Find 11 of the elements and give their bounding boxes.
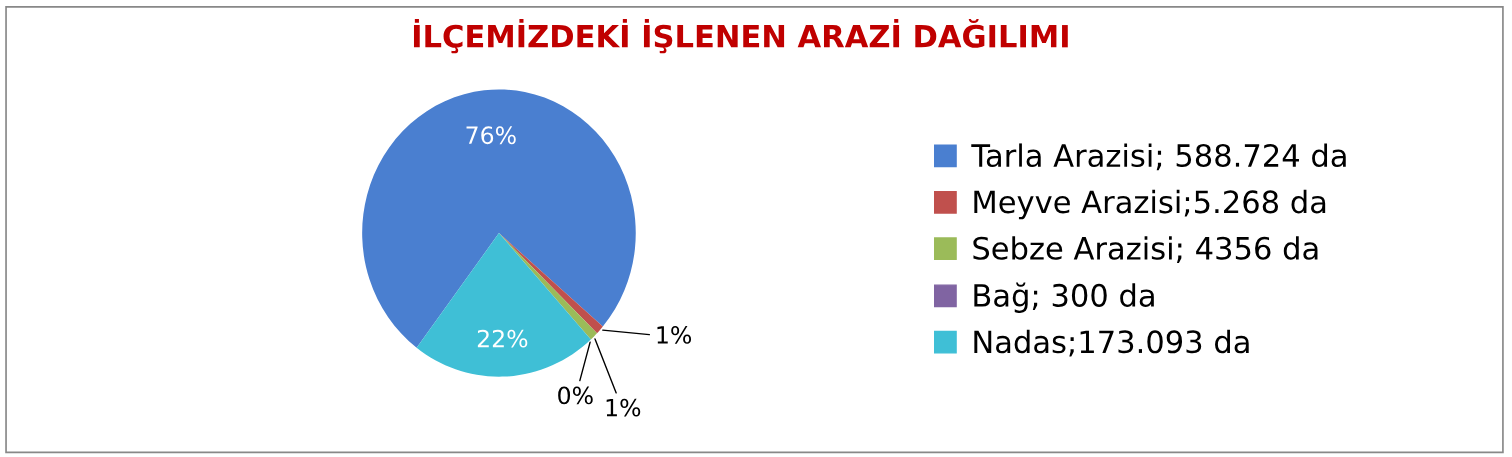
data-label: 76% <box>466 126 516 145</box>
data-label: 22% <box>477 329 528 348</box>
chart-title: İLÇEMİZDEKİ İŞLENEN ARAZİ DAĞILIMI <box>413 19 1068 54</box>
legend-label: Sebze Arazisi; 4356 da <box>973 236 1318 263</box>
legend-label: Nadas;173.093 da <box>974 329 1249 357</box>
text: 0% <box>558 386 593 405</box>
data-label: 1% <box>606 398 641 417</box>
legend-label: Meyve Arazisi;5.268 da <box>974 189 1326 220</box>
legend-label: Bağ; 300 da <box>974 282 1154 313</box>
data-label: 1% <box>657 325 692 344</box>
legend-label: Tarla Arazisi; 588.724 da <box>971 143 1346 171</box>
